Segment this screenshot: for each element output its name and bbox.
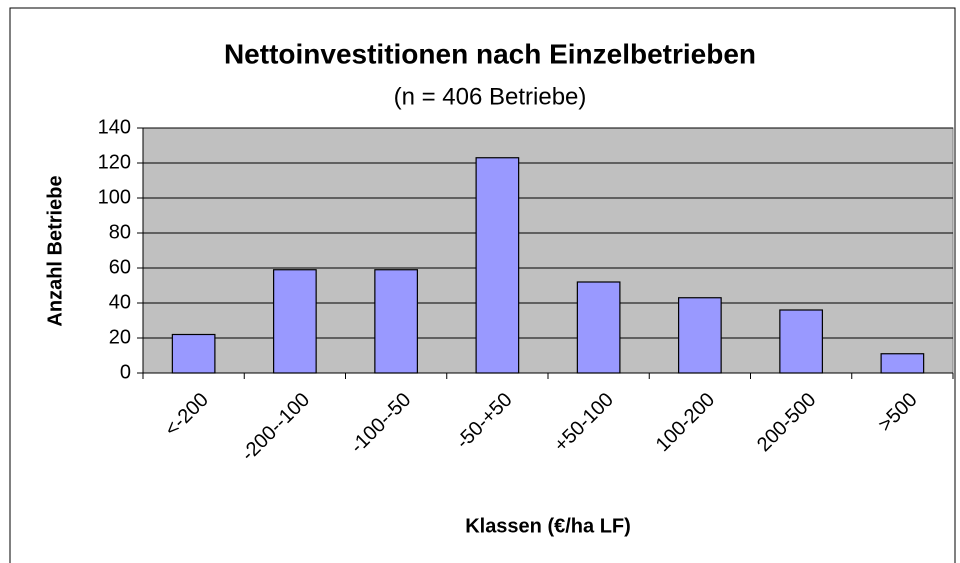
y-tick-label: 0 <box>120 361 131 383</box>
chart-subtitle: (n = 406 Betriebe) <box>394 83 587 110</box>
y-tick-label: 60 <box>109 256 131 278</box>
bar <box>374 269 418 374</box>
x-tick-label: <-200 <box>161 389 213 441</box>
x-tick-label: -200--100 <box>237 389 314 466</box>
x-tick-label: -50-+50 <box>452 389 517 454</box>
bar <box>880 353 925 374</box>
chart-border <box>9 7 956 563</box>
bar <box>779 309 823 374</box>
y-tick-label: 40 <box>109 291 131 313</box>
x-axis-label: Klassen (€/ha LF) <box>465 515 631 537</box>
plot-area <box>142 127 954 374</box>
y-tick-label: 120 <box>98 151 131 173</box>
x-tick-label: >500 <box>874 389 921 436</box>
bar <box>273 269 317 374</box>
x-tick-label: 200-500 <box>753 389 820 456</box>
y-axis-label: Anzahl Betriebe <box>44 175 66 326</box>
y-tick-label: 80 <box>109 221 131 243</box>
x-tick-label: 100-200 <box>652 389 719 456</box>
bar <box>171 333 216 374</box>
chart-title: Nettoinvestitionen nach Einzelbetrieben <box>224 38 756 69</box>
y-tick-label: 140 <box>98 116 131 138</box>
bar <box>475 157 520 374</box>
bar <box>678 297 722 374</box>
y-tick-label: 100 <box>98 186 131 208</box>
x-tick-label: -100--50 <box>346 389 415 458</box>
bar <box>576 281 621 374</box>
x-tick-label: +50-100 <box>550 389 618 457</box>
y-tick-label: 20 <box>109 326 131 348</box>
